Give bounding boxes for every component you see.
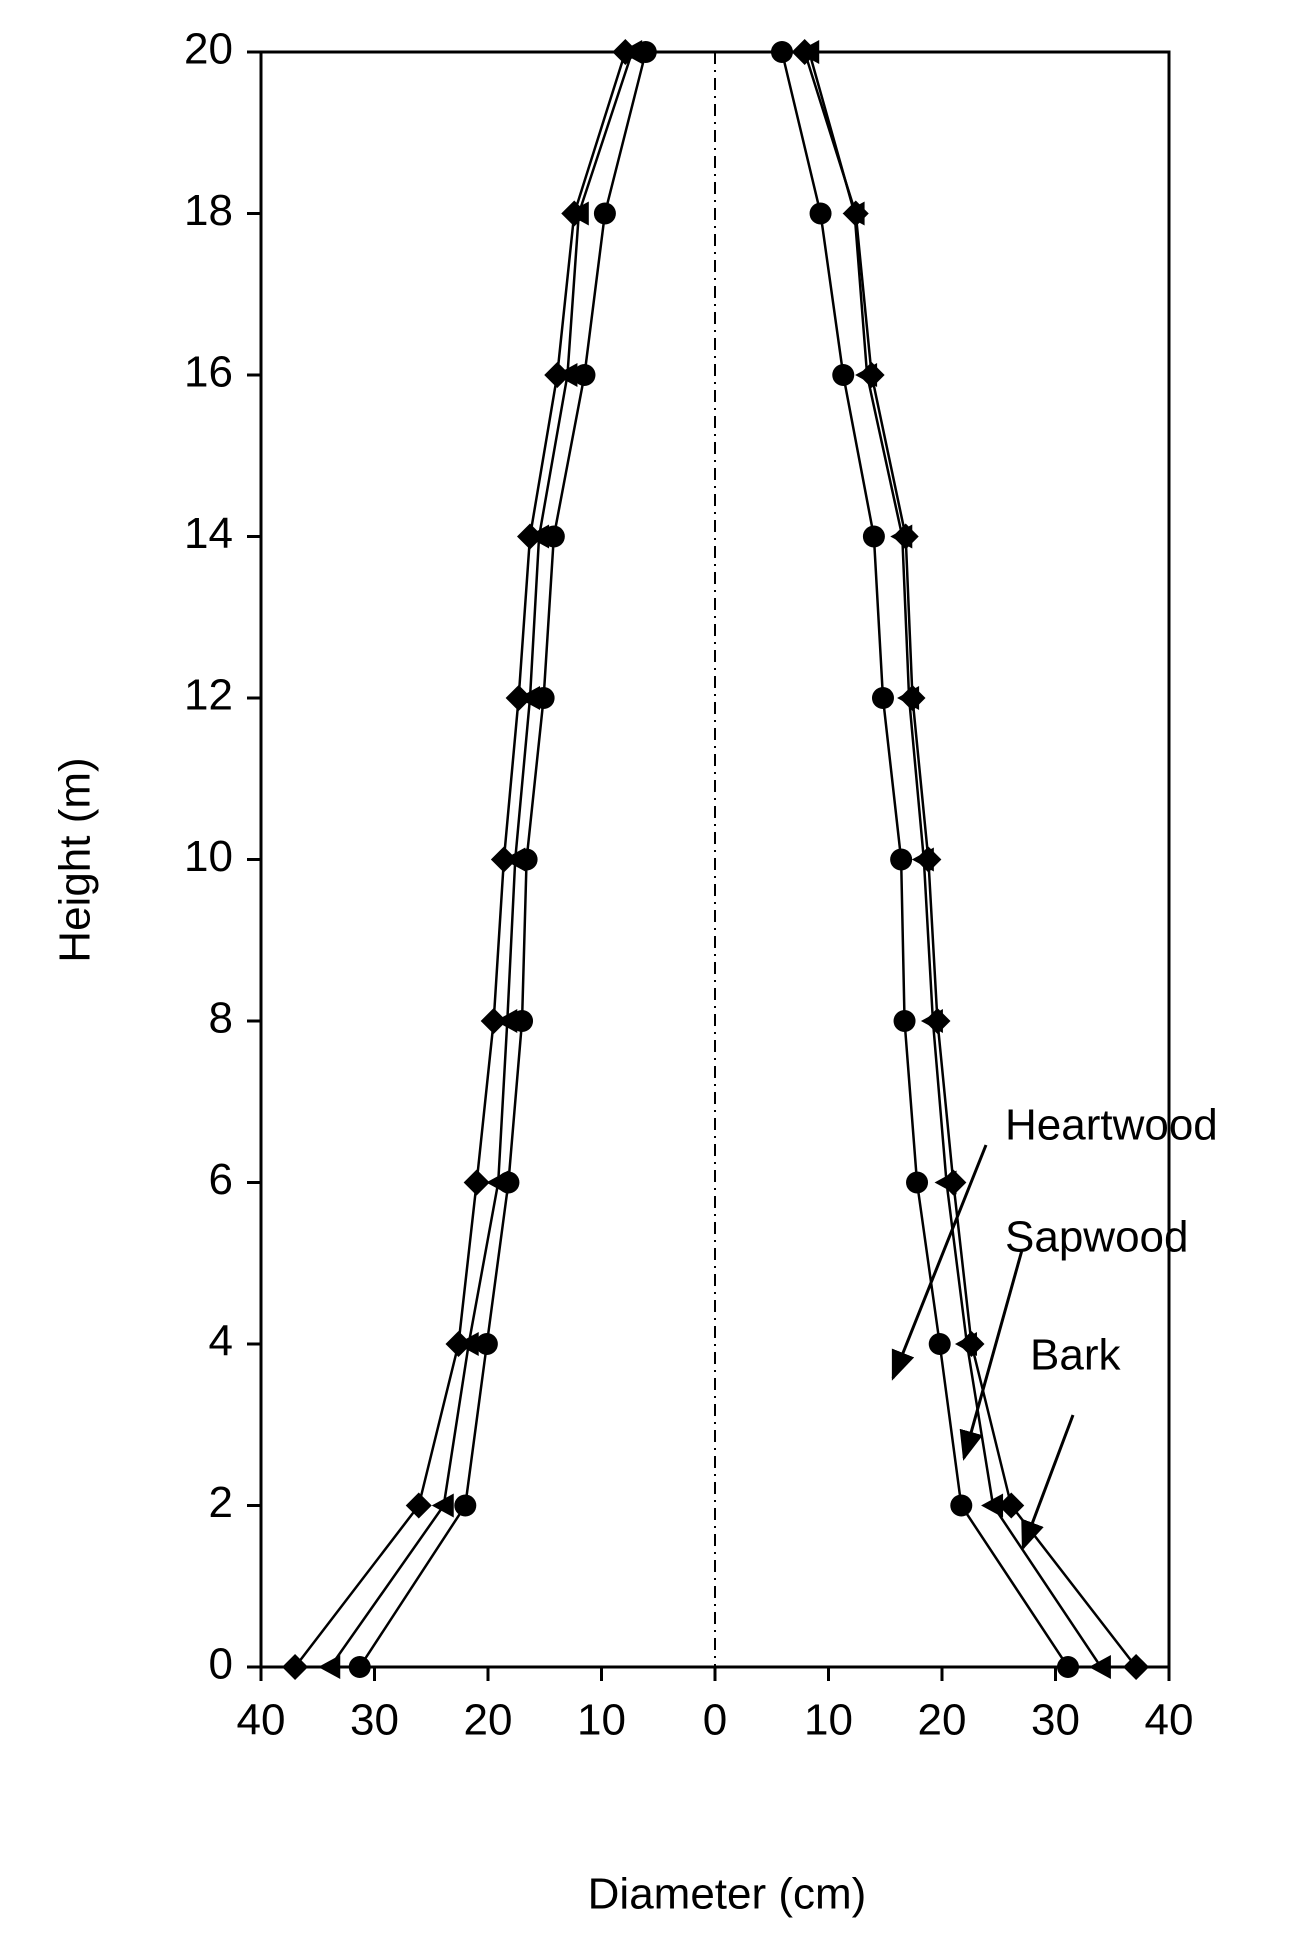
point bbox=[573, 364, 596, 386]
x-tick-label: 30 bbox=[1031, 1696, 1080, 1745]
y-tick-label: 12 bbox=[184, 671, 233, 720]
point bbox=[1123, 1654, 1150, 1680]
point bbox=[770, 41, 793, 63]
point bbox=[842, 200, 869, 227]
point bbox=[893, 1010, 916, 1032]
point bbox=[981, 1493, 1004, 1518]
point bbox=[862, 525, 885, 548]
arrow bbox=[959, 1249, 1024, 1461]
point bbox=[832, 364, 855, 386]
point bbox=[612, 39, 639, 65]
point bbox=[890, 848, 913, 871]
series-annotation: Sapwood bbox=[1005, 1213, 1188, 1262]
point bbox=[405, 1492, 432, 1519]
point bbox=[490, 846, 517, 873]
series-line bbox=[294, 51, 627, 1668]
point bbox=[950, 1494, 973, 1517]
y-tick-label: 16 bbox=[184, 348, 233, 397]
y-tick-label: 10 bbox=[184, 832, 233, 881]
point bbox=[809, 202, 832, 225]
point bbox=[858, 362, 885, 388]
series-annotation: Heartwood bbox=[1005, 1101, 1218, 1150]
x-tick-label: 40 bbox=[237, 1696, 286, 1745]
series-line bbox=[803, 51, 1138, 1668]
y-tick-label: 18 bbox=[184, 186, 233, 235]
point bbox=[892, 523, 919, 550]
y-tick-label: 6 bbox=[209, 1155, 233, 1204]
point bbox=[486, 1170, 509, 1195]
arrow bbox=[1021, 1414, 1075, 1551]
y-tick-label: 14 bbox=[184, 509, 233, 558]
point bbox=[899, 685, 926, 711]
point bbox=[924, 1008, 951, 1034]
point bbox=[998, 1492, 1025, 1519]
point bbox=[318, 1655, 341, 1679]
point bbox=[915, 846, 942, 873]
point bbox=[505, 685, 532, 711]
x-tick-label: 40 bbox=[1145, 1696, 1194, 1745]
arrow bbox=[891, 1144, 988, 1381]
point bbox=[593, 202, 616, 225]
point bbox=[544, 362, 571, 388]
y-tick-label: 20 bbox=[184, 25, 233, 74]
point bbox=[958, 1331, 985, 1357]
x-axis-label: Diameter (cm) bbox=[588, 1870, 867, 1919]
x-tick-label: 10 bbox=[804, 1696, 853, 1745]
x-tick-label: 0 bbox=[703, 1696, 727, 1745]
y-tick-label: 8 bbox=[209, 994, 233, 1043]
y-tick-label: 0 bbox=[209, 1640, 233, 1689]
point bbox=[516, 523, 543, 550]
point bbox=[1088, 1655, 1111, 1679]
point bbox=[561, 200, 588, 227]
point bbox=[475, 1333, 498, 1355]
y-tick-label: 4 bbox=[209, 1317, 233, 1366]
point bbox=[454, 1494, 477, 1517]
series-line bbox=[808, 51, 1102, 1668]
point bbox=[791, 39, 818, 65]
x-tick-label: 30 bbox=[350, 1696, 399, 1745]
point bbox=[906, 1171, 929, 1194]
series-annotation: Bark bbox=[1030, 1331, 1121, 1380]
point bbox=[480, 1008, 507, 1034]
point bbox=[463, 1169, 490, 1196]
point bbox=[871, 687, 894, 709]
x-tick-label: 10 bbox=[577, 1696, 626, 1745]
point bbox=[431, 1493, 454, 1518]
y-axis-label: Height (m) bbox=[51, 757, 100, 962]
point bbox=[1056, 1656, 1079, 1678]
point bbox=[282, 1654, 309, 1680]
x-tick-label: 20 bbox=[464, 1696, 513, 1745]
x-tick-label: 20 bbox=[918, 1696, 967, 1745]
series-line bbox=[329, 51, 634, 1668]
point bbox=[445, 1331, 472, 1357]
y-tick-label: 2 bbox=[209, 1478, 233, 1527]
point bbox=[348, 1656, 371, 1678]
point bbox=[928, 1333, 951, 1355]
point bbox=[940, 1169, 967, 1196]
